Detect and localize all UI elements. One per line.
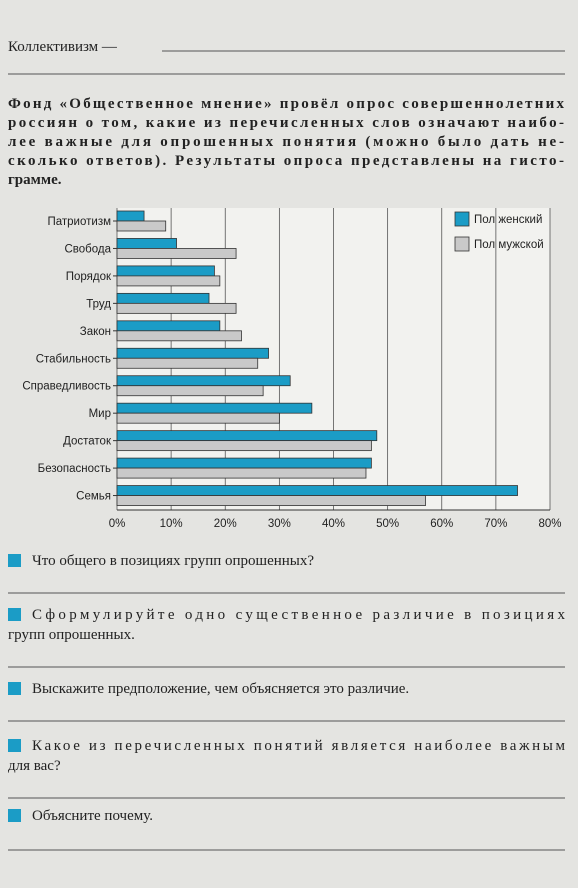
- x-tick-label: 60%: [430, 518, 453, 530]
- intro-line: грамме.: [8, 172, 62, 188]
- bar: [116, 385, 264, 397]
- intro-line: россиян о том, какие из перечисленных сл…: [8, 115, 564, 131]
- legend-swatch: [454, 211, 470, 227]
- bar: [116, 292, 210, 304]
- bar: [116, 485, 518, 496]
- y-tick-label: Свобода: [64, 243, 111, 255]
- bar: [116, 248, 237, 259]
- bar: [116, 467, 367, 479]
- legend-swatch: [454, 236, 470, 252]
- x-tick-label: 70%: [484, 518, 507, 530]
- y-tick-label: Закон: [80, 326, 111, 338]
- intro-line: Фонд «Общественное мнение» провёл опрос …: [8, 96, 565, 112]
- y-tick-label: Порядок: [66, 271, 112, 283]
- y-tick-label: Мир: [89, 408, 111, 420]
- y-tick-label: Стабильность: [36, 353, 111, 365]
- bar: [116, 210, 145, 222]
- x-tick-label: 10%: [160, 518, 183, 530]
- bar: [116, 440, 372, 452]
- y-tick-label: Патриотизм: [47, 216, 111, 228]
- bar: [116, 302, 237, 314]
- x-tick-label: 20%: [214, 518, 237, 530]
- legend-label: Пол женский: [474, 214, 542, 226]
- question-text: групп опрошенных.: [8, 627, 135, 643]
- question-text: Выскажите предположение, чем объясняется…: [32, 681, 409, 697]
- question-marker: [8, 682, 21, 695]
- bar: [116, 402, 313, 414]
- legend-label: Пол мужской: [474, 239, 544, 251]
- bar: [116, 430, 378, 442]
- x-tick-label: 30%: [268, 518, 291, 530]
- bar: [116, 238, 177, 249]
- question-marker: [8, 739, 21, 752]
- y-tick-label: Труд: [86, 298, 111, 310]
- question-text: для вас?: [8, 758, 61, 774]
- bar: [116, 220, 167, 232]
- x-tick-label: 80%: [538, 518, 561, 530]
- bar: [116, 275, 221, 287]
- bar: [116, 347, 269, 359]
- question-marker: [8, 809, 21, 822]
- bar: [116, 375, 291, 387]
- bar: [116, 357, 259, 369]
- bar: [116, 330, 242, 342]
- bar: [116, 320, 221, 332]
- bar: [116, 495, 426, 506]
- intro-line: сколько ответов). Результаты опроса пред…: [8, 153, 564, 169]
- question-marker: [8, 554, 21, 567]
- y-tick-label: Безопасность: [38, 463, 111, 475]
- bar: [116, 412, 280, 424]
- question-marker: [8, 608, 21, 621]
- intro-line: лее важные для опрошенных понятия (можно…: [8, 134, 564, 150]
- y-tick-label: Семья: [76, 491, 111, 503]
- y-tick-label: Справедливость: [22, 381, 111, 393]
- header-text: Коллективизм —: [8, 39, 118, 55]
- question-text: Объясните почему.: [32, 808, 153, 824]
- x-tick-label: 0%: [109, 518, 126, 530]
- bar: [116, 265, 215, 277]
- y-tick-label: Достаток: [63, 436, 112, 448]
- x-tick-label: 50%: [376, 518, 399, 530]
- bar: [116, 457, 372, 469]
- x-tick-label: 40%: [322, 518, 345, 530]
- question-text: Что общего в позициях групп опрошенных?: [32, 553, 314, 569]
